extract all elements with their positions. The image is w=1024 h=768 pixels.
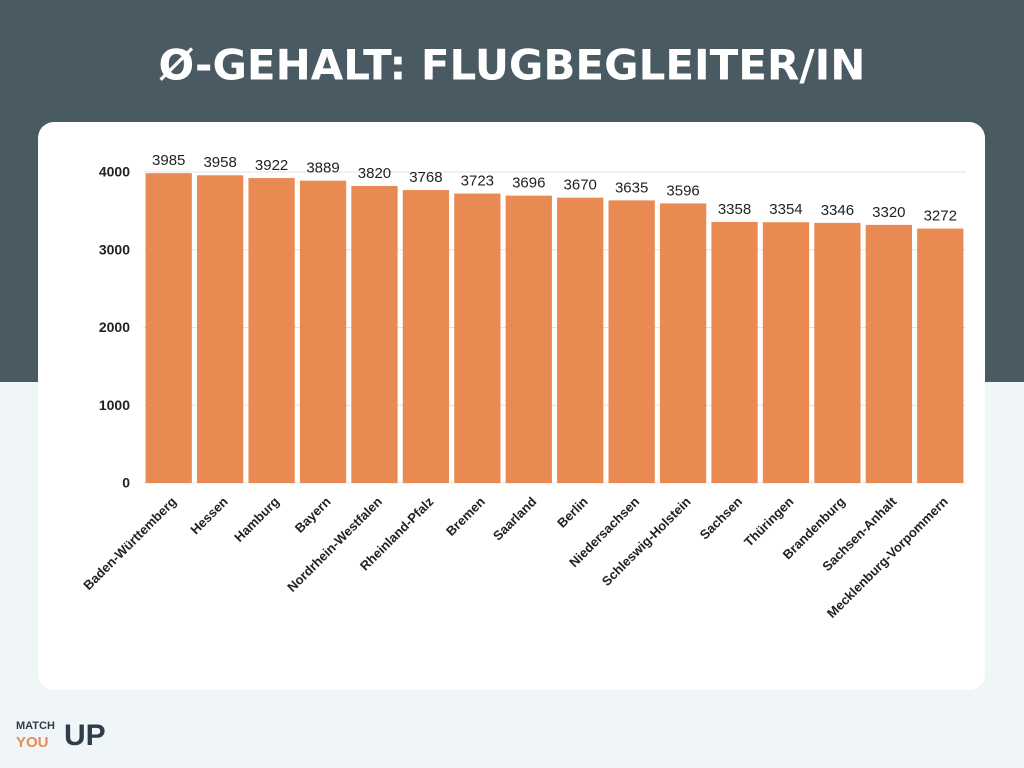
logo-text: MATCH (16, 720, 55, 732)
value-label: 3696 (512, 175, 545, 192)
bar (659, 203, 707, 483)
value-label: 3320 (872, 204, 905, 221)
value-label: 3820 (358, 165, 391, 182)
value-label: 3272 (924, 208, 957, 225)
bar (917, 228, 964, 483)
bar (814, 222, 861, 483)
value-label: 3354 (769, 201, 802, 218)
bar (454, 193, 501, 483)
y-tick-label: 4000 (99, 164, 130, 180)
y-tick-label: 3000 (99, 241, 130, 257)
bar (505, 195, 552, 484)
value-label: 3358 (718, 201, 751, 218)
value-label: 3596 (666, 182, 699, 199)
bar (711, 221, 758, 483)
logo-text: YOU (16, 734, 49, 751)
value-label: 3985 (152, 152, 185, 169)
bar (557, 197, 604, 483)
bar (402, 190, 450, 483)
value-label: 3346 (821, 202, 854, 219)
value-label: 3635 (615, 179, 648, 196)
y-tick-label: 1000 (99, 397, 130, 413)
value-label: 3958 (203, 154, 236, 171)
logo: MATCH YOU UP (16, 719, 106, 752)
bar (762, 222, 810, 483)
bar (608, 200, 655, 483)
bar (351, 185, 398, 483)
bar (865, 224, 912, 483)
value-label: 3723 (461, 173, 494, 190)
value-label: 3768 (409, 169, 442, 186)
chart-title: Ø-GEHALT: FLUGBEGLEITER/IN (159, 41, 866, 90)
value-label: 3670 (564, 177, 597, 194)
y-tick-label: 0 (122, 475, 130, 491)
bar (197, 175, 244, 483)
value-label: 3922 (255, 157, 288, 174)
y-tick-label: 2000 (99, 319, 130, 335)
value-label: 3889 (306, 160, 339, 177)
logo-text: UP (64, 719, 106, 752)
bar (248, 178, 295, 483)
bar (145, 173, 192, 483)
bar (299, 180, 347, 483)
